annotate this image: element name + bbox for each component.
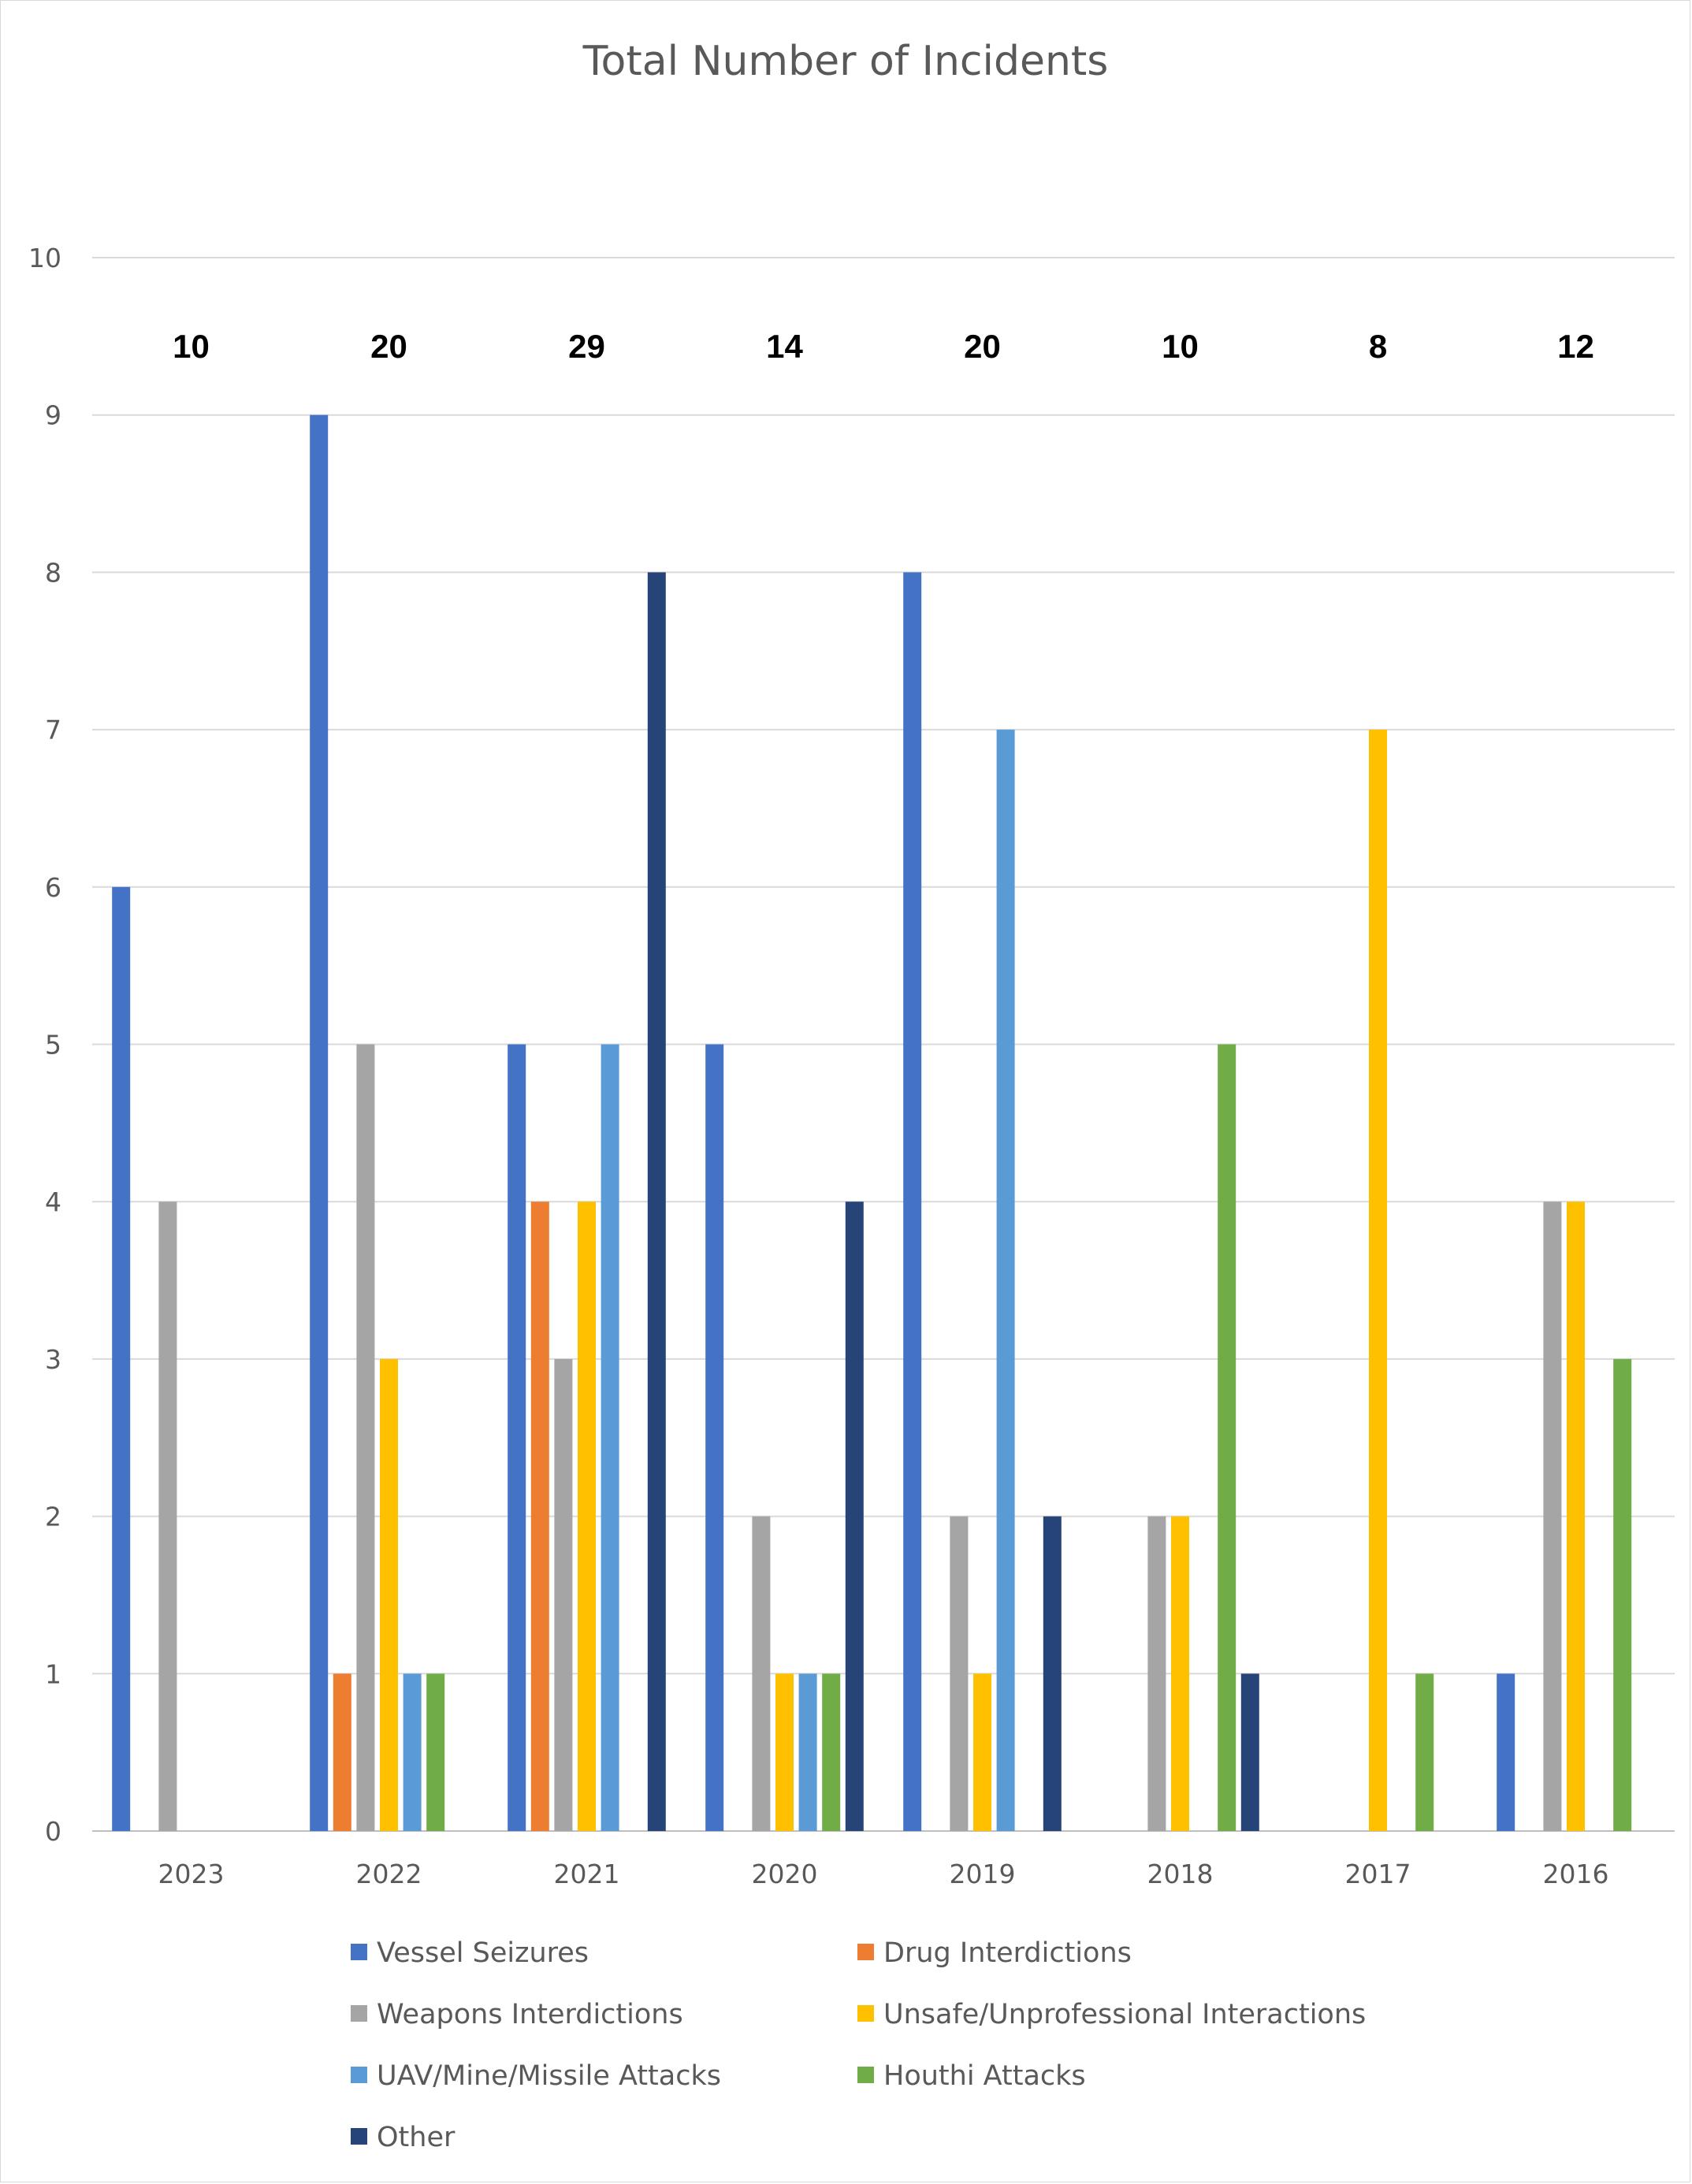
bar-vessel-seizures-2023: [112, 886, 131, 1831]
x-tick-label: 2023: [158, 1859, 225, 1889]
y-axis-tick-labels: 0 1 2 3 4 5 6 7 8 9 10: [28, 243, 61, 1847]
bars: [112, 414, 1632, 1832]
x-axis-tick-labels: 2023 2022 2021 2020 2019 2018 2017 2016: [158, 1859, 1609, 1889]
x-tick-label: 2016: [1543, 1859, 1609, 1889]
category-total-label: 20: [370, 328, 407, 365]
y-tick-label: 10: [28, 243, 61, 273]
category-total-label: 12: [1557, 328, 1594, 365]
bar-unsafe-unprofessional-interactions-2018: [1171, 1516, 1189, 1831]
legend-swatch: [351, 2128, 367, 2145]
x-tick-label: 2022: [356, 1859, 422, 1889]
y-tick-label: 3: [45, 1344, 61, 1375]
bar-drug-interdictions-2021: [530, 1202, 549, 1831]
legend-swatch: [857, 2005, 874, 2022]
category-total-label: 10: [1162, 328, 1199, 365]
bar-weapons-interdictions-2020: [752, 1516, 771, 1831]
x-tick-label: 2017: [1345, 1859, 1411, 1889]
legend-swatch: [351, 2005, 367, 2022]
chart-title: Total Number of Incidents: [582, 38, 1109, 85]
bar-uav-mine-missile-attacks-2019: [996, 730, 1015, 1831]
y-tick-label: 0: [45, 1816, 61, 1847]
x-tick-label: 2019: [950, 1859, 1016, 1889]
y-tick-label: 8: [45, 557, 61, 588]
bar-unsafe-unprofessional-interactions-2019: [973, 1673, 991, 1831]
category-totals: 10 20 29 14 20 10 8 12: [173, 328, 1594, 365]
y-tick-label: 9: [45, 400, 61, 431]
bar-weapons-interdictions-2018: [1147, 1516, 1166, 1831]
legend-label: Drug Interdictions: [883, 1937, 1132, 1969]
bar-uav-mine-missile-attacks-2022: [403, 1673, 422, 1831]
bar-other-2018: [1240, 1673, 1259, 1831]
bar-other-2019: [1043, 1516, 1062, 1831]
y-tick-label: 1: [45, 1658, 61, 1689]
bar-weapons-interdictions-2023: [158, 1202, 177, 1831]
bar-vessel-seizures-2022: [310, 414, 329, 1832]
bar-unsafe-unprofessional-interactions-2022: [380, 1358, 398, 1831]
legend-label: Weapons Interdictions: [377, 1999, 683, 2030]
category-total-label: 10: [173, 328, 210, 365]
bar-weapons-interdictions-2022: [356, 1044, 375, 1831]
legend-label: Other: [377, 2122, 456, 2153]
bar-other-2020: [845, 1202, 864, 1831]
bar-vessel-seizures-2016: [1497, 1673, 1515, 1831]
category-total-label: 29: [568, 328, 605, 365]
y-tick-label: 5: [45, 1030, 61, 1060]
bar-weapons-interdictions-2021: [554, 1358, 573, 1831]
bar-drug-interdictions-2022: [333, 1673, 351, 1831]
y-tick-label: 2: [45, 1502, 61, 1532]
bar-vessel-seizures-2019: [903, 572, 922, 1831]
bar-weapons-interdictions-2016: [1543, 1202, 1562, 1831]
bar-weapons-interdictions-2019: [950, 1516, 969, 1831]
category-total-label: 20: [964, 328, 1001, 365]
bar-unsafe-unprofessional-interactions-2020: [775, 1673, 794, 1831]
legend-swatch: [857, 1944, 874, 1960]
x-tick-label: 2020: [752, 1859, 818, 1889]
bar-houthi-attacks-2017: [1415, 1673, 1434, 1831]
bar-houthi-attacks-2018: [1218, 1044, 1236, 1831]
gridlines: [92, 257, 1675, 1832]
x-tick-label: 2018: [1147, 1859, 1214, 1889]
legend-label: Vessel Seizures: [377, 1937, 589, 1969]
bar-other-2021: [647, 572, 666, 1831]
y-tick-label: 7: [45, 715, 61, 745]
legend-label: Unsafe/Unprofessional Interactions: [883, 1999, 1366, 2030]
y-tick-label: 4: [45, 1187, 61, 1217]
bar-houthi-attacks-2020: [822, 1673, 841, 1831]
category-total-label: 8: [1369, 328, 1387, 365]
y-tick-label: 6: [45, 872, 61, 903]
legend-swatch: [351, 1944, 367, 1960]
x-tick-label: 2021: [554, 1859, 620, 1889]
legend-swatch: [351, 2067, 367, 2083]
bar-unsafe-unprofessional-interactions-2016: [1567, 1202, 1585, 1831]
bar-uav-mine-missile-attacks-2021: [601, 1044, 619, 1831]
legend-label: Houthi Attacks: [883, 2060, 1086, 2092]
legend-swatch: [857, 2067, 874, 2083]
legend: Vessel Seizures Drug Interdictions Weapons…: [351, 1937, 1366, 2153]
bar-unsafe-unprofessional-interactions-2017: [1369, 730, 1387, 1831]
category-total-label: 14: [766, 328, 803, 365]
bar-uav-mine-missile-attacks-2020: [798, 1673, 817, 1831]
bar-vessel-seizures-2020: [705, 1044, 724, 1831]
bar-houthi-attacks-2016: [1613, 1358, 1632, 1831]
bar-houthi-attacks-2022: [426, 1673, 445, 1831]
bar-vessel-seizures-2021: [508, 1044, 526, 1831]
legend-label: UAV/Mine/Missile Attacks: [377, 2060, 721, 2092]
bar-unsafe-unprofessional-interactions-2021: [578, 1202, 596, 1831]
